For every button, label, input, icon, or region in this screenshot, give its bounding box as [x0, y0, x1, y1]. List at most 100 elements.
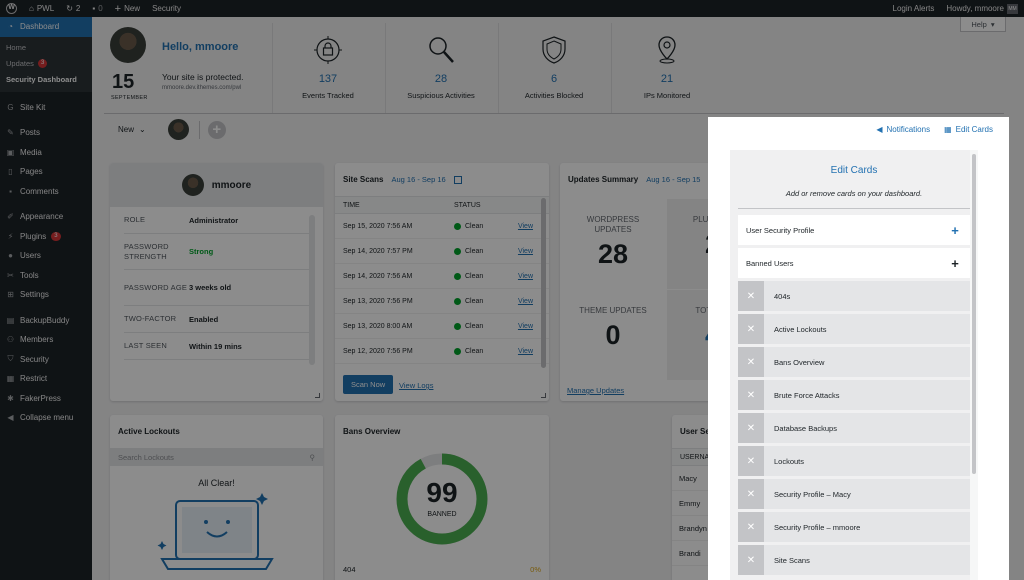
submenu-security-dashboard[interactable]: Security Dashboard [6, 75, 77, 84]
active-card-item[interactable]: ✕ Brute Force Attacks [738, 380, 970, 410]
menu-members[interactable]: ⚇ Members [6, 335, 54, 345]
updates-badge: 3 [37, 59, 48, 68]
active-card-item[interactable]: ✕ Site Scans [738, 545, 970, 575]
lockout-search-input[interactable]: Search Lockouts ⚲ [110, 448, 323, 466]
remove-card-icon[interactable]: ✕ [738, 380, 764, 410]
account-menu[interactable]: Howdy, mmoore MM [946, 3, 1018, 14]
notifications-button[interactable]: ◀ Notifications [876, 125, 931, 134]
active-card-item[interactable]: ✕ Security Profile – mmoore [738, 512, 970, 542]
scan-status: Clean [465, 297, 484, 305]
new-content-link[interactable]: + New [114, 2, 141, 15]
menu-comments[interactable]: ▪ Comments [0, 182, 92, 202]
edit-cards-button[interactable]: ▦ Edit Cards [944, 125, 993, 134]
resize-handle[interactable] [541, 393, 546, 398]
menu-posts[interactable]: ✎ Posts [7, 128, 41, 138]
remove-card-icon[interactable]: ✕ [738, 413, 764, 443]
active-card-item[interactable]: ✕ Security Profile – Macy [738, 479, 970, 509]
remove-card-icon[interactable]: ✕ [738, 314, 764, 344]
security-link[interactable]: Security [152, 4, 181, 13]
scrollbar-thumb[interactable] [972, 154, 976, 474]
remove-card-icon[interactable]: ✕ [738, 479, 764, 509]
view-scan-link[interactable]: View [517, 297, 533, 305]
remove-card-icon[interactable]: ✕ [738, 545, 764, 575]
remove-card-icon[interactable]: ✕ [738, 512, 764, 542]
view-scan-link[interactable]: View [517, 322, 533, 330]
view-logs-link[interactable]: View Logs [399, 381, 434, 390]
panel-scrollbar[interactable] [970, 150, 978, 580]
media-icon: ▣ [6, 147, 15, 157]
view-scan-link[interactable]: View [517, 347, 533, 355]
submenu-updates[interactable]: Updates 3 [0, 56, 92, 72]
table-scrollbar[interactable] [541, 198, 546, 368]
active-card-item[interactable]: ✕ Database Backups [738, 413, 970, 443]
card-scrollbar[interactable] [309, 215, 315, 365]
menu-security[interactable]: ⛉ Security [7, 354, 49, 364]
card-label: Site Scans [774, 555, 810, 565]
view-scan-link[interactable]: View [517, 222, 533, 230]
date-range-picker[interactable]: Aug 16 - Sep 15 [646, 175, 701, 184]
menu-media[interactable]: ▣ Media [6, 147, 42, 157]
menu-tools[interactable]: ✂ Tools [7, 270, 39, 280]
menu-site-kit[interactable]: G Site Kit [7, 102, 46, 112]
help-tab[interactable]: Help ▾ [960, 17, 1006, 32]
menu-settings[interactable]: ⊞ Settings [7, 290, 49, 300]
card-label: Bans Overview [774, 357, 825, 367]
remove-card-icon[interactable]: ✕ [738, 281, 764, 311]
status-dot-icon [454, 222, 461, 230]
manage-updates-link[interactable]: Manage Updates [567, 386, 625, 395]
remove-card-icon[interactable]: ✕ [738, 446, 764, 476]
active-card-item[interactable]: ✕ Lockouts [738, 446, 970, 476]
bans-unit: BANNED [427, 511, 457, 518]
active-card-item[interactable]: ✕ 404s [738, 281, 970, 311]
stat-ips-monitored: 21 IPs Monitored [611, 23, 721, 113]
active-card-item[interactable]: ✕ Active Lockouts [738, 314, 970, 344]
date-range-picker[interactable]: Aug 16 - Sep 16 [391, 175, 446, 184]
menu-appearance[interactable]: ✐ Appearance [7, 212, 64, 222]
members-icon: ⚇ [6, 335, 15, 345]
resize-handle[interactable] [315, 393, 320, 398]
active-card-list: ✕ 404s ✕ Active Lockouts ✕ Bans Overview ✕ Brut… [730, 281, 978, 575]
view-scan-link[interactable]: View [517, 247, 533, 255]
available-card-item[interactable]: Banned Users + [738, 248, 970, 278]
collapse-menu[interactable]: ◀ Collapse menu [7, 413, 74, 423]
add-card-icon[interactable]: + [951, 222, 959, 238]
plugins-badge: 3 [51, 231, 61, 241]
menu-plugins[interactable]: ⚡ Plugins 3 [0, 227, 92, 247]
menu-users[interactable]: ● Users [0, 246, 92, 266]
dashboard-toolbar: New ⌄ + [104, 113, 1004, 145]
edit-cards-popover: ◀ Notifications ▦ Edit Cards Edit Cards Ad… [708, 117, 1009, 580]
menu-pages[interactable]: ▯ Pages [0, 162, 92, 182]
status-dot-icon [454, 347, 461, 355]
menu-backupbuddy[interactable]: ▤ BackupBuddy [6, 315, 70, 325]
greeting-title: Hello, mmoore [162, 41, 239, 53]
login-alerts-link[interactable]: Login Alerts [892, 4, 935, 13]
wordpress-updates: WORDPRESS UPDATES 28 [586, 215, 640, 269]
scan-now-button[interactable]: Scan Now [343, 375, 394, 394]
card-label: 404s [774, 291, 791, 301]
wp-logo-menu[interactable]: W [0, 0, 23, 17]
dashboard-avatar[interactable] [167, 119, 189, 140]
profile-row-two-factor: TWO-FACTOR Enabled [124, 306, 309, 333]
bans-ring-chart [396, 453, 488, 545]
menu-fakerpress[interactable]: ✱ FakerPress [7, 393, 61, 403]
add-card-icon[interactable]: + [940, 255, 970, 271]
table-row: Sep 12, 2020 7:56 PM Clean View [335, 339, 549, 364]
menu-restrict[interactable]: ▦ Restrict [6, 374, 48, 384]
submenu-home[interactable]: Home [6, 43, 27, 52]
new-dashboard-dropdown[interactable]: New ⌄ [118, 125, 146, 134]
menu-dashboard[interactable]: ◔ Dashboard [0, 17, 92, 37]
status-dot-icon [454, 322, 461, 330]
calendar-icon[interactable] [453, 175, 462, 184]
add-dashboard-button[interactable]: + [207, 120, 226, 139]
updates-link[interactable]: ↻ 2 [66, 4, 81, 13]
view-scan-link[interactable]: View [517, 272, 533, 280]
active-card-item[interactable]: ✕ Bans Overview [738, 347, 970, 377]
remove-card-icon[interactable]: ✕ [738, 347, 764, 377]
comments-link[interactable]: ▪ 0 [92, 4, 103, 13]
available-card-item[interactable]: User Security Profile + [738, 215, 970, 245]
card-label: Security Profile – mmoore [774, 522, 861, 532]
card-label: User Security Profile [746, 225, 815, 235]
profile-header: mmoore [110, 163, 323, 207]
collapse-icon: ◀ [7, 413, 14, 423]
site-name-link[interactable]: ⌂ PWL [29, 4, 55, 13]
